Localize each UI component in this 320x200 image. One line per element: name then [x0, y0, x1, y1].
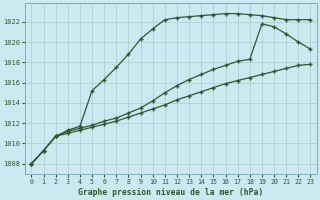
X-axis label: Graphe pression niveau de la mer (hPa): Graphe pression niveau de la mer (hPa) [78, 188, 264, 197]
